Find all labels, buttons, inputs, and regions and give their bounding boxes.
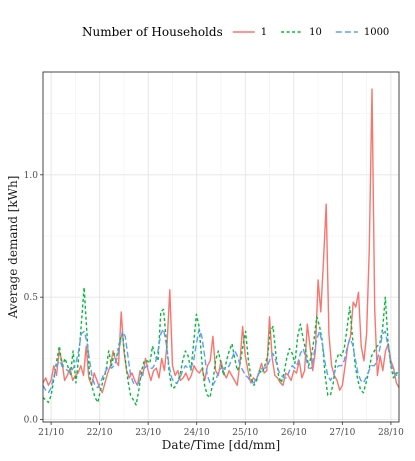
series-line-10 xyxy=(42,286,399,406)
x-tick-label: 28/10 xyxy=(378,428,404,438)
x-tick-label: 27/10 xyxy=(329,428,355,438)
legend-items: 1 10 1000 xyxy=(232,27,389,38)
legend-label-1000: 1000 xyxy=(364,27,389,38)
grid xyxy=(43,72,399,422)
x-axis: 21/10 22/10 23/10 24/10 25/10 26/10 27/10 28/10 xyxy=(38,422,404,438)
y-axis: 0.0 0.5 1.0 xyxy=(24,171,43,426)
legend-label-1: 1 xyxy=(261,27,267,38)
y-axis-title: Average demand [kWh] xyxy=(6,176,20,320)
series-layer xyxy=(42,88,400,406)
legend-title: Number of Households xyxy=(82,25,223,39)
plot-border xyxy=(42,71,400,423)
x-tick-label: 23/10 xyxy=(135,428,161,438)
x-tick-label: 21/10 xyxy=(38,428,64,438)
x-axis-title: Date/Time [dd/mm] xyxy=(162,438,280,452)
y-tick-label: 0.0 xyxy=(24,416,39,426)
legend-label-10: 10 xyxy=(309,27,322,38)
x-tick-label: 26/10 xyxy=(281,428,307,438)
x-tick-label: 25/10 xyxy=(232,428,258,438)
y-tick-label: 0.5 xyxy=(24,293,39,303)
legend: Number of Households 1 10 1000 xyxy=(82,25,389,39)
y-tick-label: 1.0 xyxy=(24,171,39,181)
series-line-1000 xyxy=(42,328,400,394)
x-tick-label: 24/10 xyxy=(184,428,210,438)
x-tick-label: 22/10 xyxy=(87,428,113,438)
